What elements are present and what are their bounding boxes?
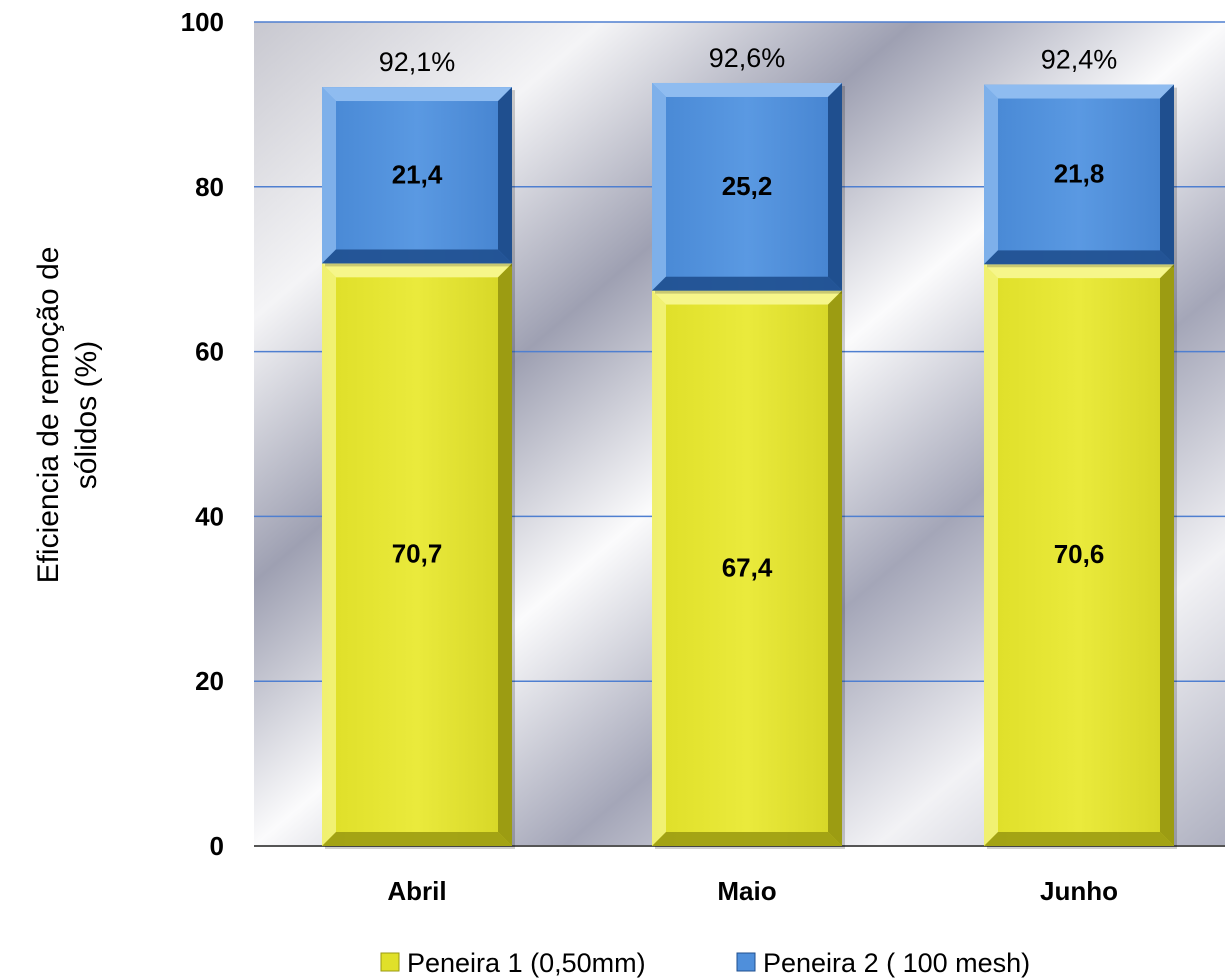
bar-peneira-2-abril xyxy=(322,87,515,267)
legend-item-peneira-1: Peneira 1 (0,50mm) xyxy=(380,948,646,978)
bar-peneira-1-abril xyxy=(322,263,515,849)
bar-group-abril: 70,7 21,4 92,1% xyxy=(322,47,515,849)
legend-label-peneira-1: Peneira 1 (0,50mm) xyxy=(407,948,646,978)
legend: Peneira 1 (0,50mm) Peneira 2 ( 100 mesh) xyxy=(380,948,1030,978)
bar-peneira-1-maio xyxy=(652,290,845,849)
x-tick-label-maio: Maio xyxy=(717,876,776,906)
legend-item-peneira-2: Peneira 2 ( 100 mesh) xyxy=(736,948,1030,978)
x-tick-label-junho: Junho xyxy=(1040,876,1118,906)
y-tick-label-0: 0 xyxy=(210,831,224,861)
y-axis-title: Eficiencia de remoção de sólidos (%) xyxy=(32,247,103,584)
x-tick-label-abril: Abril xyxy=(387,876,446,906)
total-label-junho: 92,4% xyxy=(1041,45,1118,75)
bar-peneira-2-maio xyxy=(652,82,845,294)
y-axis-tick-labels: 0 20 40 60 80 100 xyxy=(181,7,224,861)
bar-group-maio: 67,4 25,2 92,6% xyxy=(652,43,845,849)
bar-peneira-2-junho xyxy=(984,84,1177,268)
y-axis-title-line-2: sólidos (%) xyxy=(70,341,103,489)
data-label-peneira-1-maio: 67,4 xyxy=(722,552,773,582)
data-label-peneira-2-maio: 25,2 xyxy=(722,171,773,201)
data-label-peneira-1-junho: 70,6 xyxy=(1054,539,1105,569)
legend-label-peneira-2: Peneira 2 ( 100 mesh) xyxy=(763,948,1030,978)
bar-group-junho: 70,6 21,8 92,4% xyxy=(984,45,1177,850)
y-tick-label-20: 20 xyxy=(195,666,224,696)
total-label-maio: 92,6% xyxy=(709,43,786,73)
y-axis-title-line-1: Eficiencia de remoção de xyxy=(32,247,65,584)
data-label-peneira-1-abril: 70,7 xyxy=(392,539,443,569)
y-tick-label-40: 40 xyxy=(195,501,224,531)
data-label-peneira-2-abril: 21,4 xyxy=(392,159,443,189)
data-label-peneira-2-junho: 21,8 xyxy=(1054,158,1105,188)
bar-peneira-1-junho xyxy=(984,264,1177,850)
legend-swatch-peneira-2 xyxy=(736,952,756,972)
y-tick-label-100: 100 xyxy=(181,7,224,37)
y-tick-label-60: 60 xyxy=(195,337,224,367)
y-tick-label-80: 80 xyxy=(195,172,224,202)
x-axis-category-labels: Abril Maio Junho xyxy=(387,876,1118,906)
total-label-abril: 92,1% xyxy=(379,47,456,77)
bars: 70,7 21,4 92,1% 67,4 25,2 92,6% 70,6 21,8 92,4% xyxy=(322,43,1177,850)
legend-swatch-peneira-1 xyxy=(380,952,400,972)
